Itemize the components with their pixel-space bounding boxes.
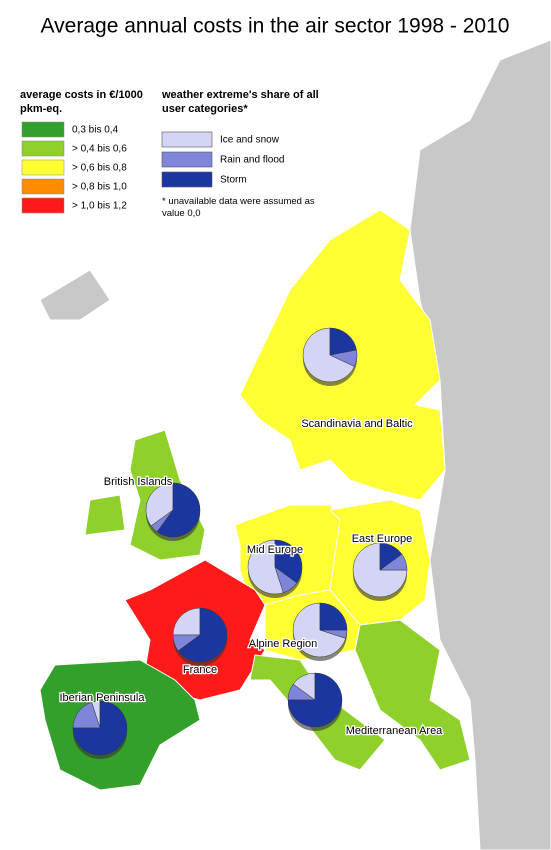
pie-slice: [72, 700, 128, 756]
pie-slice: [287, 672, 343, 728]
legend-label: Rain and flood: [220, 155, 285, 166]
other-land: [39, 269, 111, 321]
legend-swatch: [21, 197, 65, 214]
legend-label: > 1,0 bis 1,2: [72, 201, 127, 212]
pie-slice: [247, 539, 284, 595]
share-legend-title-text: weather extreme's share of all user cate…: [162, 89, 319, 115]
region-label: Iberian Peninsula: [59, 692, 145, 704]
legend-swatch: [161, 151, 213, 168]
region-label: Scandinavia and Baltic: [301, 418, 413, 430]
pie-slice: [292, 602, 346, 658]
pie-slice: [177, 607, 228, 663]
legend-label: > 0,6 bis 0,8: [72, 163, 127, 174]
pie-slice: [319, 602, 348, 631]
legend-label: > 0,4 bis 0,6: [72, 144, 127, 155]
pie-slice: [302, 327, 355, 383]
cost-legend-title-text: average costs in €/1000 pkm-eq.: [20, 89, 143, 115]
region-area: [354, 619, 471, 771]
pie-slice: [156, 482, 201, 538]
pie-slice: [379, 542, 403, 571]
legend-swatch: [21, 178, 65, 195]
legend-label: Storm: [220, 175, 247, 186]
region-label: Mediterranean Area: [346, 725, 443, 737]
share-legend-title: weather extreme's share of all user cate…: [162, 89, 319, 115]
legend-swatch: [161, 171, 213, 188]
pie-slice: [145, 482, 174, 527]
legend-label: 0,3 bis 0,4: [72, 125, 119, 136]
cost-legend-title: average costs in €/1000 pkm-eq.: [20, 89, 143, 115]
region-label: Mid Europe: [247, 544, 303, 556]
legend-swatch: [21, 121, 65, 138]
legend-label: > 0,8 bis 1,0: [72, 182, 127, 193]
pie-slice: [172, 607, 201, 636]
legend-swatch: [161, 131, 213, 148]
share-legend-note: * unavailable data were assumed as value…: [162, 196, 315, 219]
region-label: Alpine Region: [249, 638, 318, 650]
map-title: Average annual costs in the air sector 1…: [41, 15, 510, 38]
legend-label: Ice and snow: [220, 135, 280, 146]
region-label: British Islands: [104, 476, 173, 488]
pie-slice: [329, 327, 357, 356]
legend-swatch: [21, 140, 65, 157]
region-label: France: [183, 664, 217, 676]
share-legend-note-text: * unavailable data were assumed as value…: [162, 196, 315, 219]
region-label: East Europe: [352, 533, 413, 545]
legend-swatch: [21, 159, 65, 176]
region-area: [84, 494, 126, 536]
pie-slice: [274, 539, 303, 584]
